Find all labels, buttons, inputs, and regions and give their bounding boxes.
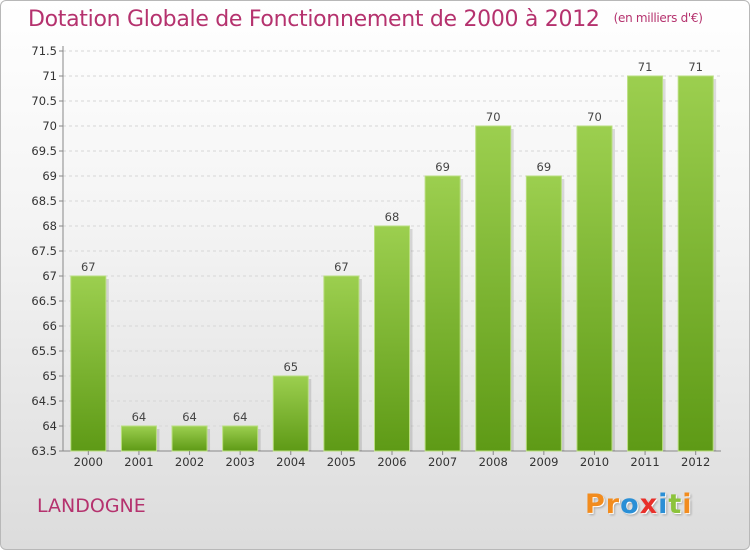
bar bbox=[424, 175, 461, 452]
x-tick-label: 2011 bbox=[630, 455, 659, 469]
bar bbox=[525, 175, 562, 452]
y-tick-label: 64 bbox=[42, 419, 57, 433]
y-tick-label: 70 bbox=[42, 119, 57, 133]
y-tick-label: 65.5 bbox=[31, 344, 57, 358]
y-tick-label: 69 bbox=[42, 169, 57, 183]
bar-value-label: 70 bbox=[587, 110, 602, 124]
logo-letter: x bbox=[639, 489, 659, 520]
bar bbox=[120, 425, 157, 452]
logo-letter: i bbox=[682, 489, 693, 520]
x-tick-label: 2009 bbox=[529, 455, 558, 469]
bar-value-label: 69 bbox=[537, 160, 552, 174]
y-tick-label: 71 bbox=[42, 69, 57, 83]
y-tick-label: 66.5 bbox=[31, 294, 57, 308]
y-tick-label: 67 bbox=[42, 269, 57, 283]
y-tick-label: 68 bbox=[42, 219, 57, 233]
chart-subtitle: (en milliers d'€) bbox=[613, 11, 703, 25]
x-tick-label: 2002 bbox=[175, 455, 204, 469]
bar bbox=[323, 275, 360, 452]
bar bbox=[222, 425, 259, 452]
x-tick-label: 2006 bbox=[377, 455, 406, 469]
bar-value-label: 70 bbox=[486, 110, 501, 124]
logo-letter: o bbox=[620, 489, 640, 520]
bar bbox=[272, 375, 309, 452]
y-tick-label: 68.5 bbox=[31, 194, 57, 208]
y-tick-label: 66 bbox=[42, 319, 57, 333]
y-tick-label: 70.5 bbox=[31, 94, 57, 108]
x-tick-label: 2005 bbox=[327, 455, 356, 469]
logo-letter: P bbox=[585, 489, 606, 520]
proxiti-logo: Proxiti bbox=[585, 489, 693, 520]
logo-letter: t bbox=[668, 489, 683, 520]
x-tick-label: 2004 bbox=[276, 455, 305, 469]
bar-value-label: 67 bbox=[334, 260, 349, 274]
y-tick-label: 64.5 bbox=[31, 394, 57, 408]
x-tick-label: 2012 bbox=[681, 455, 710, 469]
y-tick-label: 67.5 bbox=[31, 244, 57, 258]
y-tick-label: 63.5 bbox=[31, 444, 57, 458]
bar-value-label: 68 bbox=[385, 210, 400, 224]
y-tick-label: 71.5 bbox=[31, 44, 57, 58]
y-tick-label: 69.5 bbox=[31, 144, 57, 158]
bar-value-label: 69 bbox=[435, 160, 450, 174]
x-tick-label: 2003 bbox=[226, 455, 255, 469]
x-tick-label: 2007 bbox=[428, 455, 457, 469]
commune-name: LANDOGNE bbox=[37, 495, 146, 517]
bar-value-label: 71 bbox=[638, 60, 653, 74]
bar-value-label: 64 bbox=[233, 410, 248, 424]
title-text: Dotation Globale de Fonctionnement de 20… bbox=[28, 7, 600, 32]
x-tick-label: 2001 bbox=[124, 455, 153, 469]
bar bbox=[576, 125, 613, 452]
bar-value-label: 64 bbox=[132, 410, 147, 424]
bar bbox=[627, 75, 664, 452]
bar bbox=[475, 125, 512, 452]
bar-value-label: 71 bbox=[688, 60, 703, 74]
x-tick-label: 2000 bbox=[74, 455, 103, 469]
y-tick-label: 65 bbox=[42, 369, 57, 383]
logo-letter: r bbox=[605, 489, 621, 520]
bar bbox=[374, 225, 410, 452]
x-tick-label: 2010 bbox=[580, 455, 609, 469]
bar-value-label: 64 bbox=[182, 410, 197, 424]
x-tick-label: 2008 bbox=[479, 455, 508, 469]
logo-letter: i bbox=[658, 489, 669, 520]
bar bbox=[171, 425, 208, 452]
bar-value-label: 67 bbox=[81, 260, 96, 274]
bar-value-label: 65 bbox=[283, 360, 298, 374]
bar bbox=[677, 75, 714, 452]
chart-title: Dotation Globale de Fonctionnement de 20… bbox=[28, 7, 703, 32]
bar bbox=[70, 275, 107, 452]
